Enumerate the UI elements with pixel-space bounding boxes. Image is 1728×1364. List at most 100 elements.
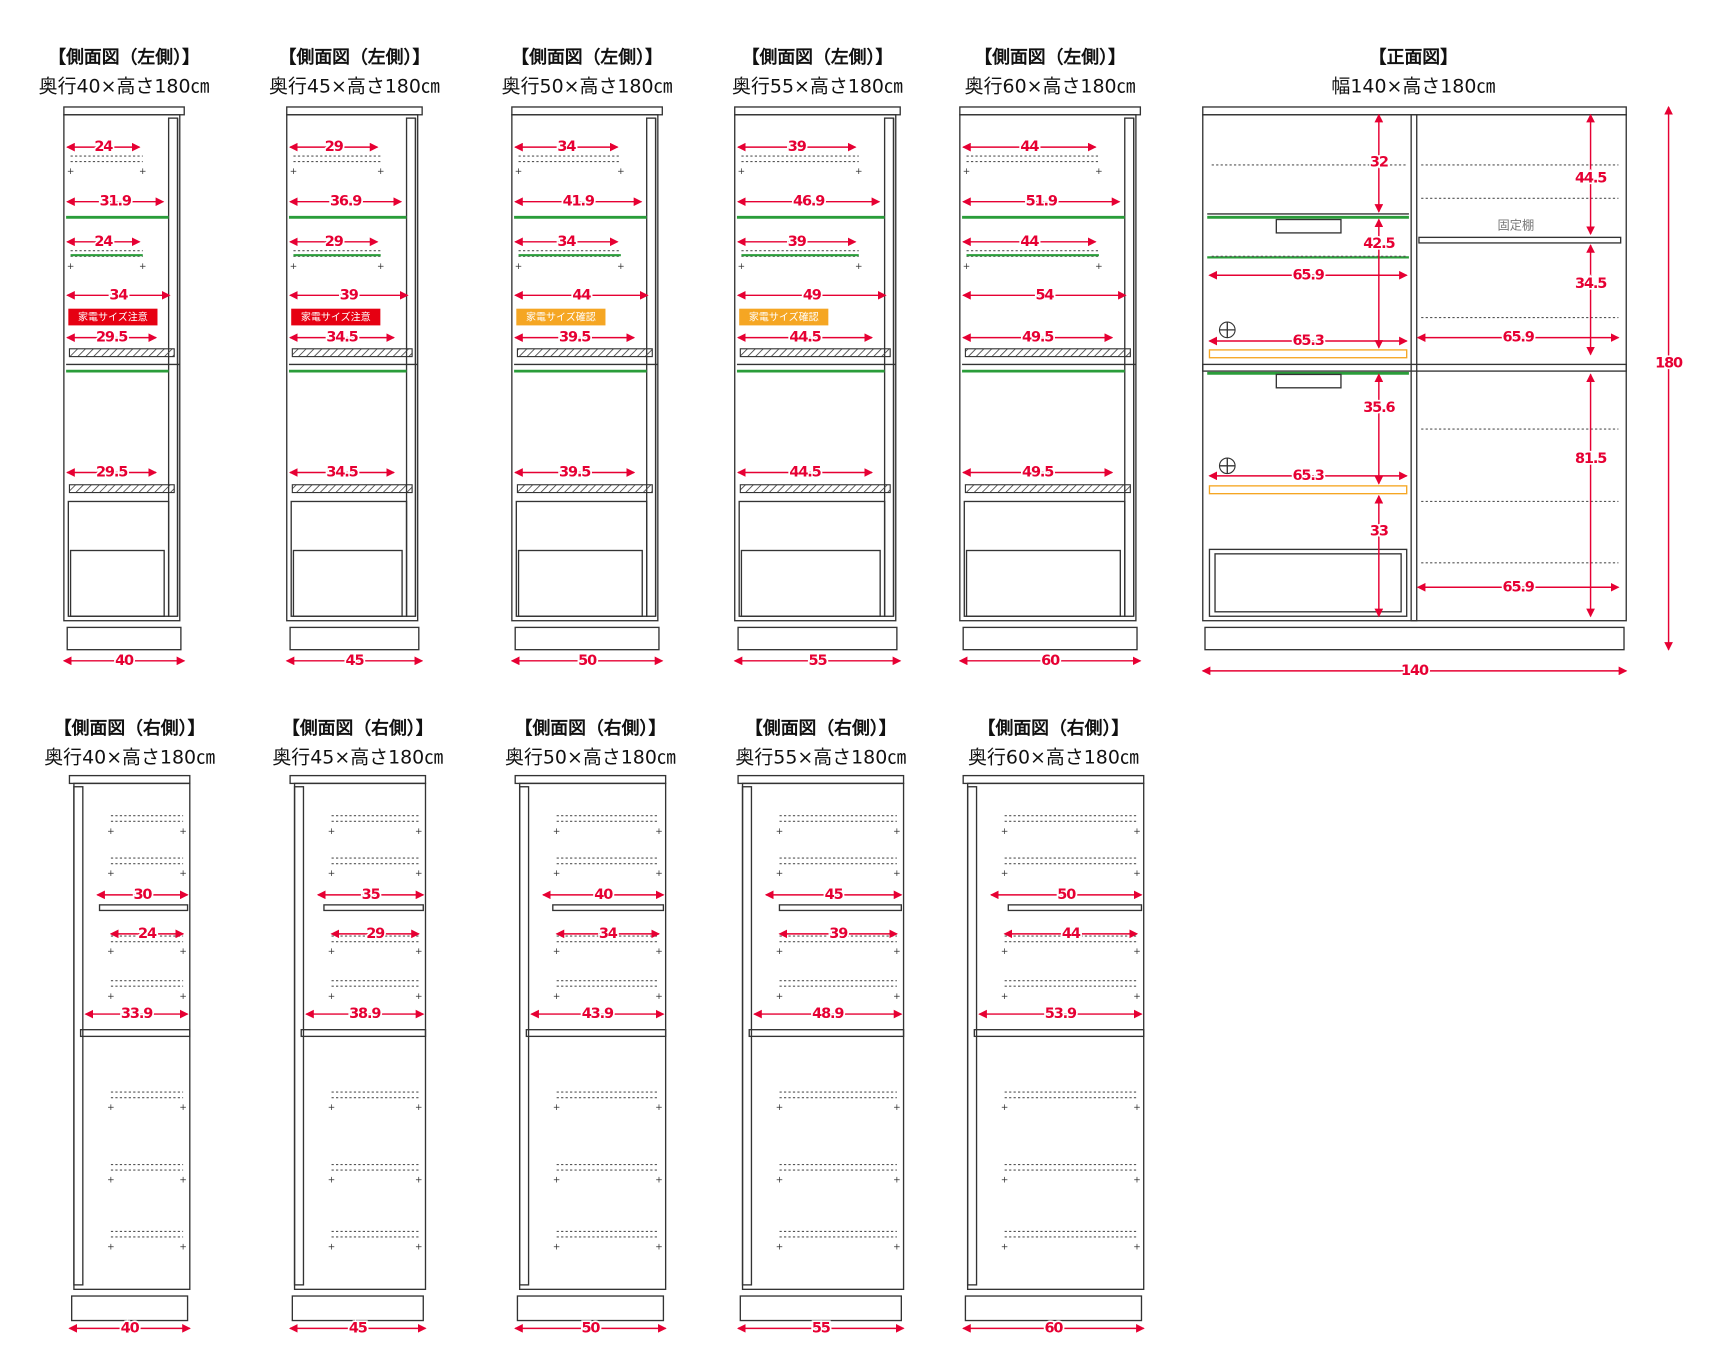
panel	[1202, 363, 1627, 372]
pin: +	[1001, 1242, 1008, 1252]
pin: +	[553, 827, 560, 837]
panel	[959, 106, 1142, 116]
dimension-label: 44.5	[1575, 170, 1607, 186]
view-title: 【側面図（右側）】	[745, 717, 897, 739]
pin: +	[107, 1242, 114, 1252]
pin: +	[617, 167, 624, 177]
panel	[1202, 106, 1627, 116]
dimension-label: 81.5	[1575, 451, 1607, 467]
view-subtitle: 奥行50×高さ180㎝	[505, 746, 676, 768]
dimension-label: 34	[599, 926, 618, 942]
panel	[778, 904, 903, 912]
pin: +	[107, 869, 114, 879]
dimension-label: 31.9	[100, 194, 132, 210]
dimension-label: 34.5	[1575, 276, 1607, 292]
dimension-label: 29.5	[96, 464, 128, 480]
pin: +	[1001, 947, 1008, 957]
hatched-shelf	[68, 484, 175, 494]
pin: +	[415, 947, 422, 957]
dimension-label: 24	[138, 926, 157, 942]
dimension-label: 49.5	[1022, 464, 1054, 480]
panel	[98, 904, 189, 912]
dimension-label: 40	[594, 887, 613, 903]
dimension-label: 44	[1020, 234, 1039, 250]
pin: +	[515, 262, 522, 272]
dimension-label: 48.9	[812, 1006, 844, 1022]
pin: +	[377, 167, 384, 177]
dimension-label: 65.9	[1292, 267, 1324, 283]
fixed-shelf-label: 固定棚	[1498, 218, 1535, 233]
hatched-shelf	[291, 484, 413, 494]
panel	[63, 106, 185, 116]
pin: +	[107, 827, 114, 837]
hatched-shelf	[964, 348, 1131, 358]
panel	[516, 1295, 665, 1322]
pin: +	[655, 869, 662, 879]
dimension-label: 65.9	[1503, 579, 1535, 595]
dimension-label: 29.5	[96, 330, 128, 346]
panel	[1208, 349, 1408, 359]
pin: +	[328, 1176, 335, 1186]
dimension-label: 34	[109, 287, 128, 303]
view-subtitle: 奥行55×高さ180㎝	[732, 75, 903, 97]
panel	[323, 904, 424, 912]
pin: +	[328, 869, 335, 879]
panel	[63, 114, 181, 622]
view-title: 【側面図（右側）】	[978, 717, 1130, 739]
pin: +	[328, 992, 335, 1002]
view-title: 【側面図（左側）】	[974, 46, 1126, 68]
panel	[734, 106, 901, 116]
pin: +	[328, 827, 335, 837]
view-subtitle: 奥行40×高さ180㎝	[44, 746, 215, 768]
hatched-shelf	[739, 484, 891, 494]
dimension-label: 60	[1041, 653, 1060, 669]
dimension-label: 46.9	[793, 194, 825, 210]
pin: +	[776, 1103, 783, 1113]
dimension-label: 39	[829, 926, 848, 942]
panel	[1410, 114, 1418, 622]
pin: +	[1133, 869, 1140, 879]
pin: +	[1095, 262, 1102, 272]
pin: +	[290, 167, 297, 177]
view-title: 【側面図（右側）】	[515, 717, 667, 739]
dimension-label: 38.9	[349, 1006, 381, 1022]
panel	[1204, 626, 1625, 651]
panel	[517, 549, 643, 617]
dimension-label: 44.5	[789, 464, 821, 480]
panel	[515, 500, 648, 617]
pin: +	[553, 1176, 560, 1186]
panel	[737, 774, 905, 785]
hatched-shelf	[516, 484, 653, 494]
pin: +	[553, 992, 560, 1002]
pin: +	[290, 262, 297, 272]
panel	[734, 114, 897, 622]
view-title: 【側面図（左側）】	[279, 46, 431, 68]
view-title: 【側面図（右側）】	[54, 717, 206, 739]
dimension-label: 65.9	[1503, 330, 1535, 346]
dimension-label: 24	[94, 234, 113, 250]
panel	[739, 1295, 903, 1322]
panel	[1275, 218, 1342, 234]
pin: +	[655, 827, 662, 837]
panel	[964, 1295, 1143, 1322]
pin: +	[328, 947, 335, 957]
dimension-label: 44	[572, 287, 591, 303]
panel	[962, 626, 1138, 651]
panel	[511, 106, 663, 116]
dimension-label: 60	[1044, 1320, 1063, 1336]
pin: +	[179, 992, 186, 1002]
view-title: 【側面図（左側）】	[511, 46, 663, 68]
dimension-label: 30	[133, 887, 152, 903]
panel	[66, 626, 182, 651]
dimension-label: 50	[578, 653, 597, 669]
view-title: 【側面図（左側）】	[48, 46, 200, 68]
dimension-label: 54	[1035, 287, 1054, 303]
dimension-label: 45	[825, 887, 844, 903]
view-subtitle: 幅140×高さ180㎝	[1331, 75, 1495, 97]
warning-badge	[739, 308, 829, 326]
pin: +	[893, 1103, 900, 1113]
panel	[1208, 548, 1408, 617]
pin: +	[515, 167, 522, 177]
pin: +	[107, 947, 114, 957]
